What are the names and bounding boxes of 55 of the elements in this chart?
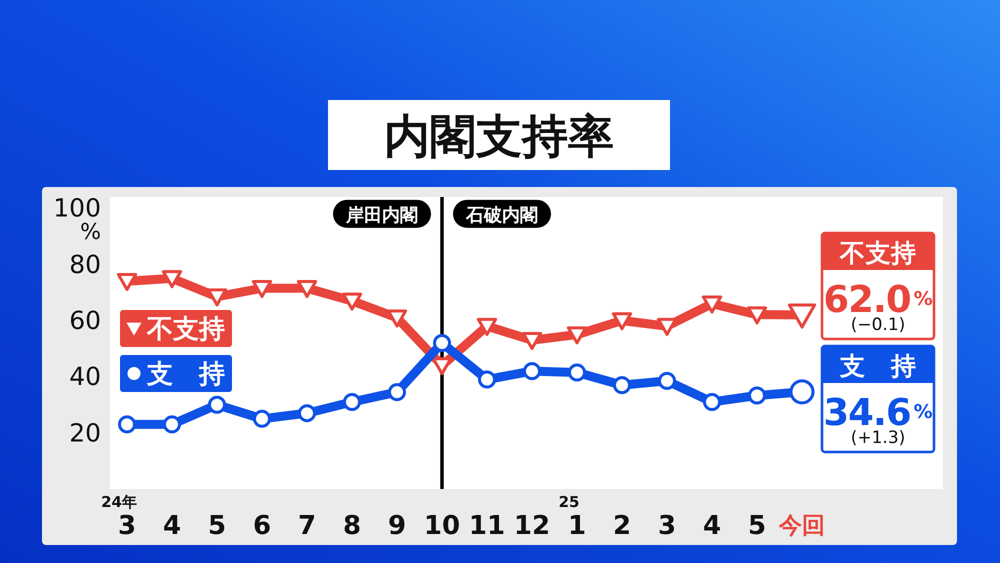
point (478, 370, 496, 388)
text: 支持 (840, 351, 916, 380)
point (343, 392, 361, 411)
x-tick-label: 10 (424, 511, 460, 541)
point (613, 376, 631, 394)
point (658, 372, 676, 390)
x-tick-label: 7 (298, 511, 316, 541)
x-tick-label: 9 (388, 511, 406, 541)
point (253, 410, 271, 428)
text: 不支持 (840, 238, 916, 267)
x-tick-label: 6 (252, 511, 272, 541)
point (298, 404, 316, 422)
point (748, 386, 766, 405)
y-tick-label: 60 (69, 306, 101, 336)
y-tick-label: 20 (69, 418, 101, 448)
x-tick-label: 5 (748, 511, 766, 541)
x-tick-label: 24年 3 (101, 493, 137, 541)
point (342, 292, 362, 311)
point (206, 288, 228, 306)
point (746, 306, 768, 324)
x-tick-label: 4 (702, 511, 722, 541)
point (252, 280, 272, 298)
x-tick-label: 3 (658, 511, 676, 541)
annotation: 岸田内閣 (345, 204, 418, 226)
point (118, 415, 136, 434)
point (522, 332, 542, 350)
series-label: 不支持 (146, 314, 225, 344)
point (703, 392, 721, 411)
x-tick-label: 8 (342, 511, 362, 541)
point (568, 363, 586, 382)
point (296, 280, 318, 298)
annotation: 石破内閣 (465, 204, 538, 226)
point (388, 383, 406, 402)
x-tick-label: 4 (162, 511, 182, 541)
point (386, 309, 408, 328)
x-tick-label: 12 (514, 511, 550, 541)
point (433, 334, 451, 352)
chart-title: 内閣支持率 (384, 109, 614, 163)
point (523, 362, 541, 380)
x-tick-label: 5 (208, 511, 226, 541)
x-tick-label: 2 (612, 511, 632, 541)
point (702, 295, 722, 314)
point (163, 415, 181, 434)
point (476, 318, 498, 336)
series-label: 支持 (146, 360, 225, 390)
x-tick-label: 今回 (778, 513, 825, 539)
point (566, 326, 588, 344)
y-tick-label: 80 (69, 250, 101, 279)
x-tick-label: 11 (468, 511, 506, 541)
x-tick-label: 25 1 (558, 493, 586, 541)
point (116, 272, 138, 291)
point (162, 270, 182, 288)
point (208, 396, 226, 414)
point (612, 312, 632, 330)
y-tick-label: 40 (69, 362, 101, 392)
